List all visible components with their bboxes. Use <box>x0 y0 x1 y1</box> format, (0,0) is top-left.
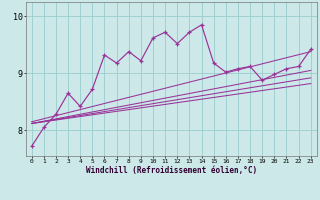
X-axis label: Windchill (Refroidissement éolien,°C): Windchill (Refroidissement éolien,°C) <box>86 166 257 175</box>
